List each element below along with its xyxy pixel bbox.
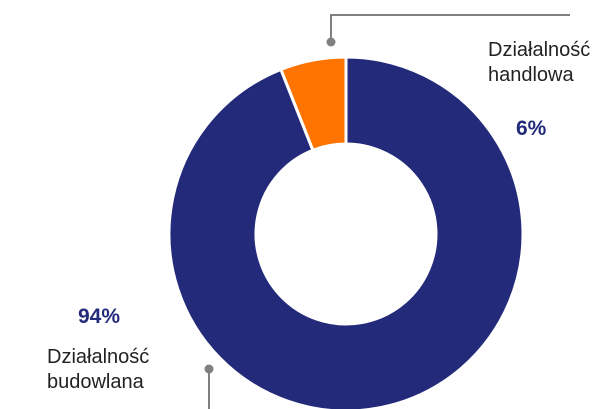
slice-label-budowlana-line2: budowlana (47, 371, 144, 393)
leader-dot-handlowa (326, 37, 336, 47)
slice-label-handlowa-line1: Działalność (488, 39, 591, 61)
slice-value-handlowa: 6% (516, 117, 547, 140)
leader-dot-budowlana (204, 364, 214, 374)
slice-label-handlowa-line2: handlowa (488, 64, 574, 86)
slice-value-budowlana: 94% (78, 305, 121, 328)
slice-label-handlowa: Działalność handlowa (488, 38, 590, 88)
leader-line-handlowa (330, 14, 570, 42)
slice-label-budowlana: Działalność budowlana (47, 345, 149, 395)
donut-slices (167, 55, 525, 409)
slice-label-budowlana-line1: Działalność (47, 346, 150, 368)
donut-slice-budowlana (167, 55, 525, 409)
